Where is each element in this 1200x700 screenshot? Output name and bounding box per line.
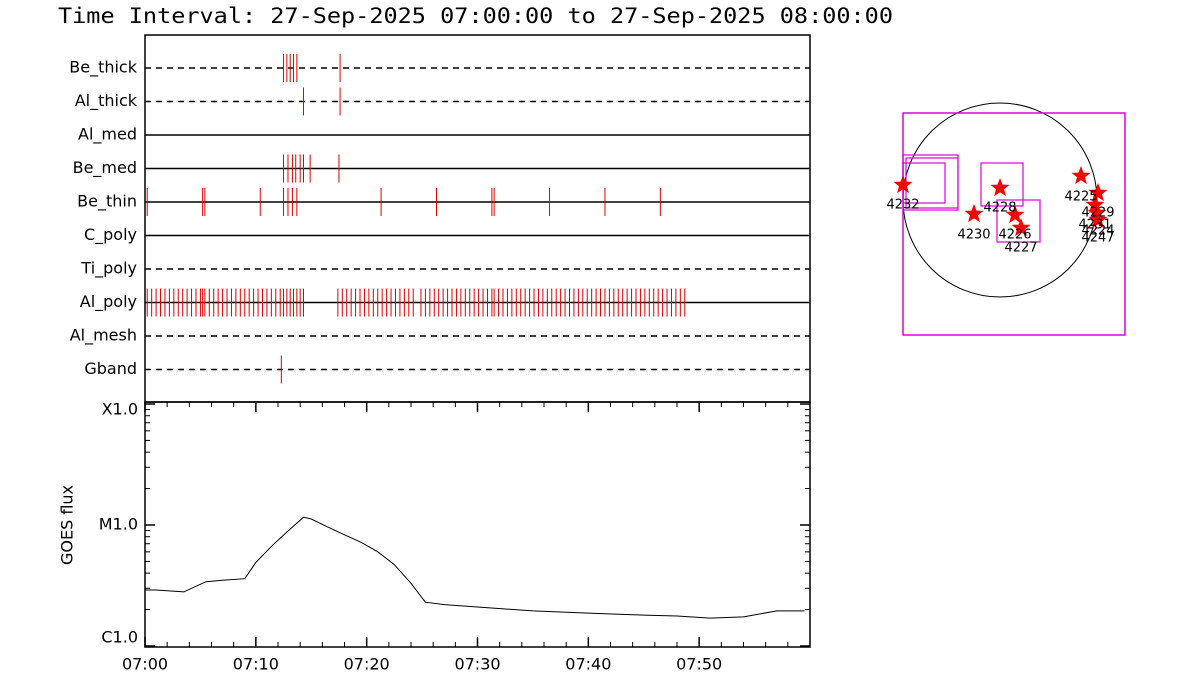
- row-label: C_poly: [84, 225, 137, 245]
- region-label: 4228: [983, 201, 1016, 216]
- region-star: [1005, 205, 1025, 224]
- y-tick-label: X1.0: [102, 400, 138, 419]
- row-label: Al_mesh: [70, 326, 137, 346]
- region-label: 4225: [1064, 190, 1097, 205]
- goes-curve: [145, 516, 805, 619]
- row-label: Gband: [84, 359, 137, 378]
- fov-box: [902, 112, 1126, 336]
- fov-box: [996, 199, 1041, 243]
- region-label: 4232: [886, 198, 919, 213]
- region-label: 4224: [1081, 224, 1114, 239]
- x-tick-label: 07:00: [122, 655, 168, 674]
- x-tick-label: 07:30: [454, 655, 500, 674]
- row-label: Be_thick: [69, 58, 137, 78]
- row-label: Ti_poly: [80, 259, 137, 279]
- x-tick-label: 07:40: [565, 655, 611, 674]
- region-label: 4247: [1081, 231, 1114, 246]
- region-star: [893, 175, 913, 194]
- x-tick-label: 07:10: [233, 655, 279, 674]
- fov-box: [980, 162, 1024, 207]
- x-tick-label: 07:50: [676, 655, 722, 674]
- region-star: [1088, 210, 1108, 229]
- region-star: [1088, 183, 1108, 202]
- region-label: 4230: [957, 228, 990, 243]
- x-tick-label: 07:20: [344, 655, 390, 674]
- row-label: Be_thin: [77, 192, 137, 212]
- row-label: Be_med: [73, 158, 137, 178]
- row-label: Al_med: [78, 125, 137, 145]
- y-axis-label: GOES flux: [58, 485, 77, 565]
- row-label: Al_poly: [80, 292, 137, 312]
- region-star: [964, 204, 984, 223]
- region-label: 4226: [998, 228, 1031, 243]
- region-label: 4231: [1078, 218, 1111, 233]
- y-tick-label: C1.0: [101, 628, 138, 647]
- region-label: 4227: [1004, 241, 1037, 256]
- region-star: [1085, 195, 1105, 214]
- region-star: [990, 178, 1010, 197]
- chart-title: Time Interval: 27-Sep-2025 07:00:00 to 2…: [58, 4, 893, 28]
- y-tick-label: M1.0: [99, 515, 138, 534]
- region-star: [1087, 203, 1107, 222]
- region-star: [1011, 218, 1031, 237]
- region-star: [1071, 166, 1091, 185]
- row-label: Al_thick: [75, 91, 138, 111]
- region-label: 4229: [1081, 206, 1114, 221]
